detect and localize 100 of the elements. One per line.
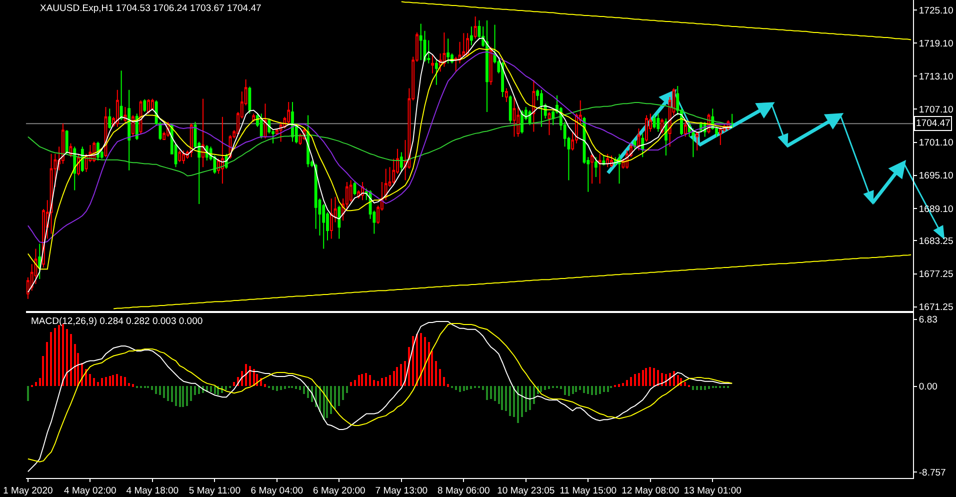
bar bbox=[396, 367, 398, 386]
candlestick bbox=[656, 113, 660, 132]
bar bbox=[225, 386, 227, 390]
bar bbox=[599, 386, 601, 394]
x-tick-label: 7 May 13:00 bbox=[375, 485, 428, 496]
bar bbox=[568, 386, 570, 396]
bar bbox=[54, 328, 56, 386]
chart-title: MACD(12,26,9) 0.284 0.282 0.003 0.000 bbox=[31, 316, 203, 327]
bar bbox=[46, 342, 48, 386]
bar bbox=[124, 377, 126, 386]
y-tick-label: 1707.10 bbox=[918, 104, 954, 116]
bar bbox=[645, 368, 647, 386]
bar bbox=[513, 386, 515, 417]
x-tick-label: 4 May 02:00 bbox=[64, 485, 116, 496]
bar bbox=[97, 382, 99, 386]
bar bbox=[128, 383, 130, 386]
bar bbox=[109, 376, 111, 386]
bar bbox=[155, 386, 157, 394]
bar bbox=[233, 382, 235, 386]
bar bbox=[190, 386, 192, 401]
candlestick bbox=[446, 38, 450, 64]
bar bbox=[649, 367, 651, 386]
candlestick bbox=[532, 79, 536, 132]
bar bbox=[280, 386, 282, 390]
candlestick bbox=[287, 102, 290, 126]
bar bbox=[509, 386, 511, 416]
bar bbox=[373, 380, 375, 386]
bar bbox=[416, 334, 418, 386]
bar bbox=[276, 386, 278, 391]
bar bbox=[385, 377, 387, 386]
candlestick bbox=[279, 121, 282, 142]
candlestick bbox=[540, 89, 543, 128]
bar bbox=[696, 386, 698, 390]
bar bbox=[525, 386, 527, 412]
candlestick bbox=[252, 113, 256, 122]
candlestick bbox=[419, 23, 422, 61]
bar bbox=[455, 386, 457, 390]
candlestick bbox=[202, 98, 204, 168]
x-tick-label: 11 May 15:00 bbox=[560, 485, 617, 496]
bar bbox=[245, 364, 247, 386]
x-tick-label: 1 May 2020 bbox=[3, 485, 53, 496]
bar bbox=[116, 374, 118, 386]
candlestick bbox=[505, 88, 508, 103]
bar bbox=[540, 386, 542, 392]
y-tick-label: 1671.25 bbox=[918, 302, 954, 314]
candlestick bbox=[38, 243, 42, 280]
bar bbox=[284, 386, 286, 389]
bar bbox=[529, 386, 531, 410]
y-tick-label: 1725.10 bbox=[918, 5, 954, 16]
bar bbox=[186, 386, 188, 406]
candlestick bbox=[652, 114, 656, 129]
bar bbox=[692, 386, 694, 390]
bar bbox=[381, 378, 383, 386]
bar bbox=[630, 377, 632, 386]
bar bbox=[365, 373, 367, 386]
bar bbox=[27, 386, 29, 401]
bar bbox=[501, 386, 503, 410]
candlestick bbox=[548, 111, 551, 136]
line-series bbox=[400, 1, 912, 40]
candlestick bbox=[489, 46, 492, 86]
y-tick-label: 1677.25 bbox=[918, 269, 954, 280]
bar bbox=[490, 386, 492, 399]
candlestick bbox=[474, 16, 477, 40]
bar bbox=[120, 376, 122, 386]
bar bbox=[264, 384, 266, 387]
x-tick-label: 8 May 06:00 bbox=[438, 485, 490, 496]
bar bbox=[505, 386, 507, 411]
bar bbox=[572, 386, 574, 394]
bar bbox=[159, 386, 161, 395]
y-tick-label: 6.83 bbox=[918, 314, 938, 326]
bar bbox=[595, 386, 597, 395]
candlestick bbox=[147, 98, 150, 114]
bar bbox=[482, 386, 484, 390]
bar bbox=[105, 377, 107, 386]
candlestick bbox=[676, 86, 680, 116]
bar bbox=[151, 386, 153, 390]
candlestick bbox=[730, 113, 734, 129]
y-tick-label: 1701.10 bbox=[918, 138, 954, 149]
bar bbox=[132, 384, 134, 387]
bar bbox=[50, 332, 52, 386]
candlestick bbox=[641, 132, 644, 158]
x-tick-label: 13 May 01:00 bbox=[684, 485, 742, 496]
x-tick-label: 10 May 23:05 bbox=[497, 485, 555, 496]
bar bbox=[167, 386, 169, 401]
candlestick bbox=[718, 126, 722, 146]
bar bbox=[93, 378, 95, 386]
candlestick bbox=[65, 130, 68, 154]
bar bbox=[642, 370, 644, 386]
bar bbox=[346, 386, 348, 393]
bar bbox=[544, 386, 546, 390]
candlestick bbox=[594, 156, 598, 178]
bar bbox=[194, 386, 196, 395]
candlestick bbox=[248, 86, 252, 114]
bar bbox=[182, 386, 184, 407]
chart-title: XAUUSD.Exp,H1 1704.53 1706.24 1703.67 1704.47 bbox=[40, 3, 262, 14]
y-tick-label: 1695.10 bbox=[918, 170, 954, 182]
bar bbox=[435, 361, 437, 386]
y-tick-label: 1719.10 bbox=[918, 38, 954, 50]
y-tick-label: -8.757 bbox=[918, 468, 946, 479]
candlestick bbox=[508, 94, 512, 124]
